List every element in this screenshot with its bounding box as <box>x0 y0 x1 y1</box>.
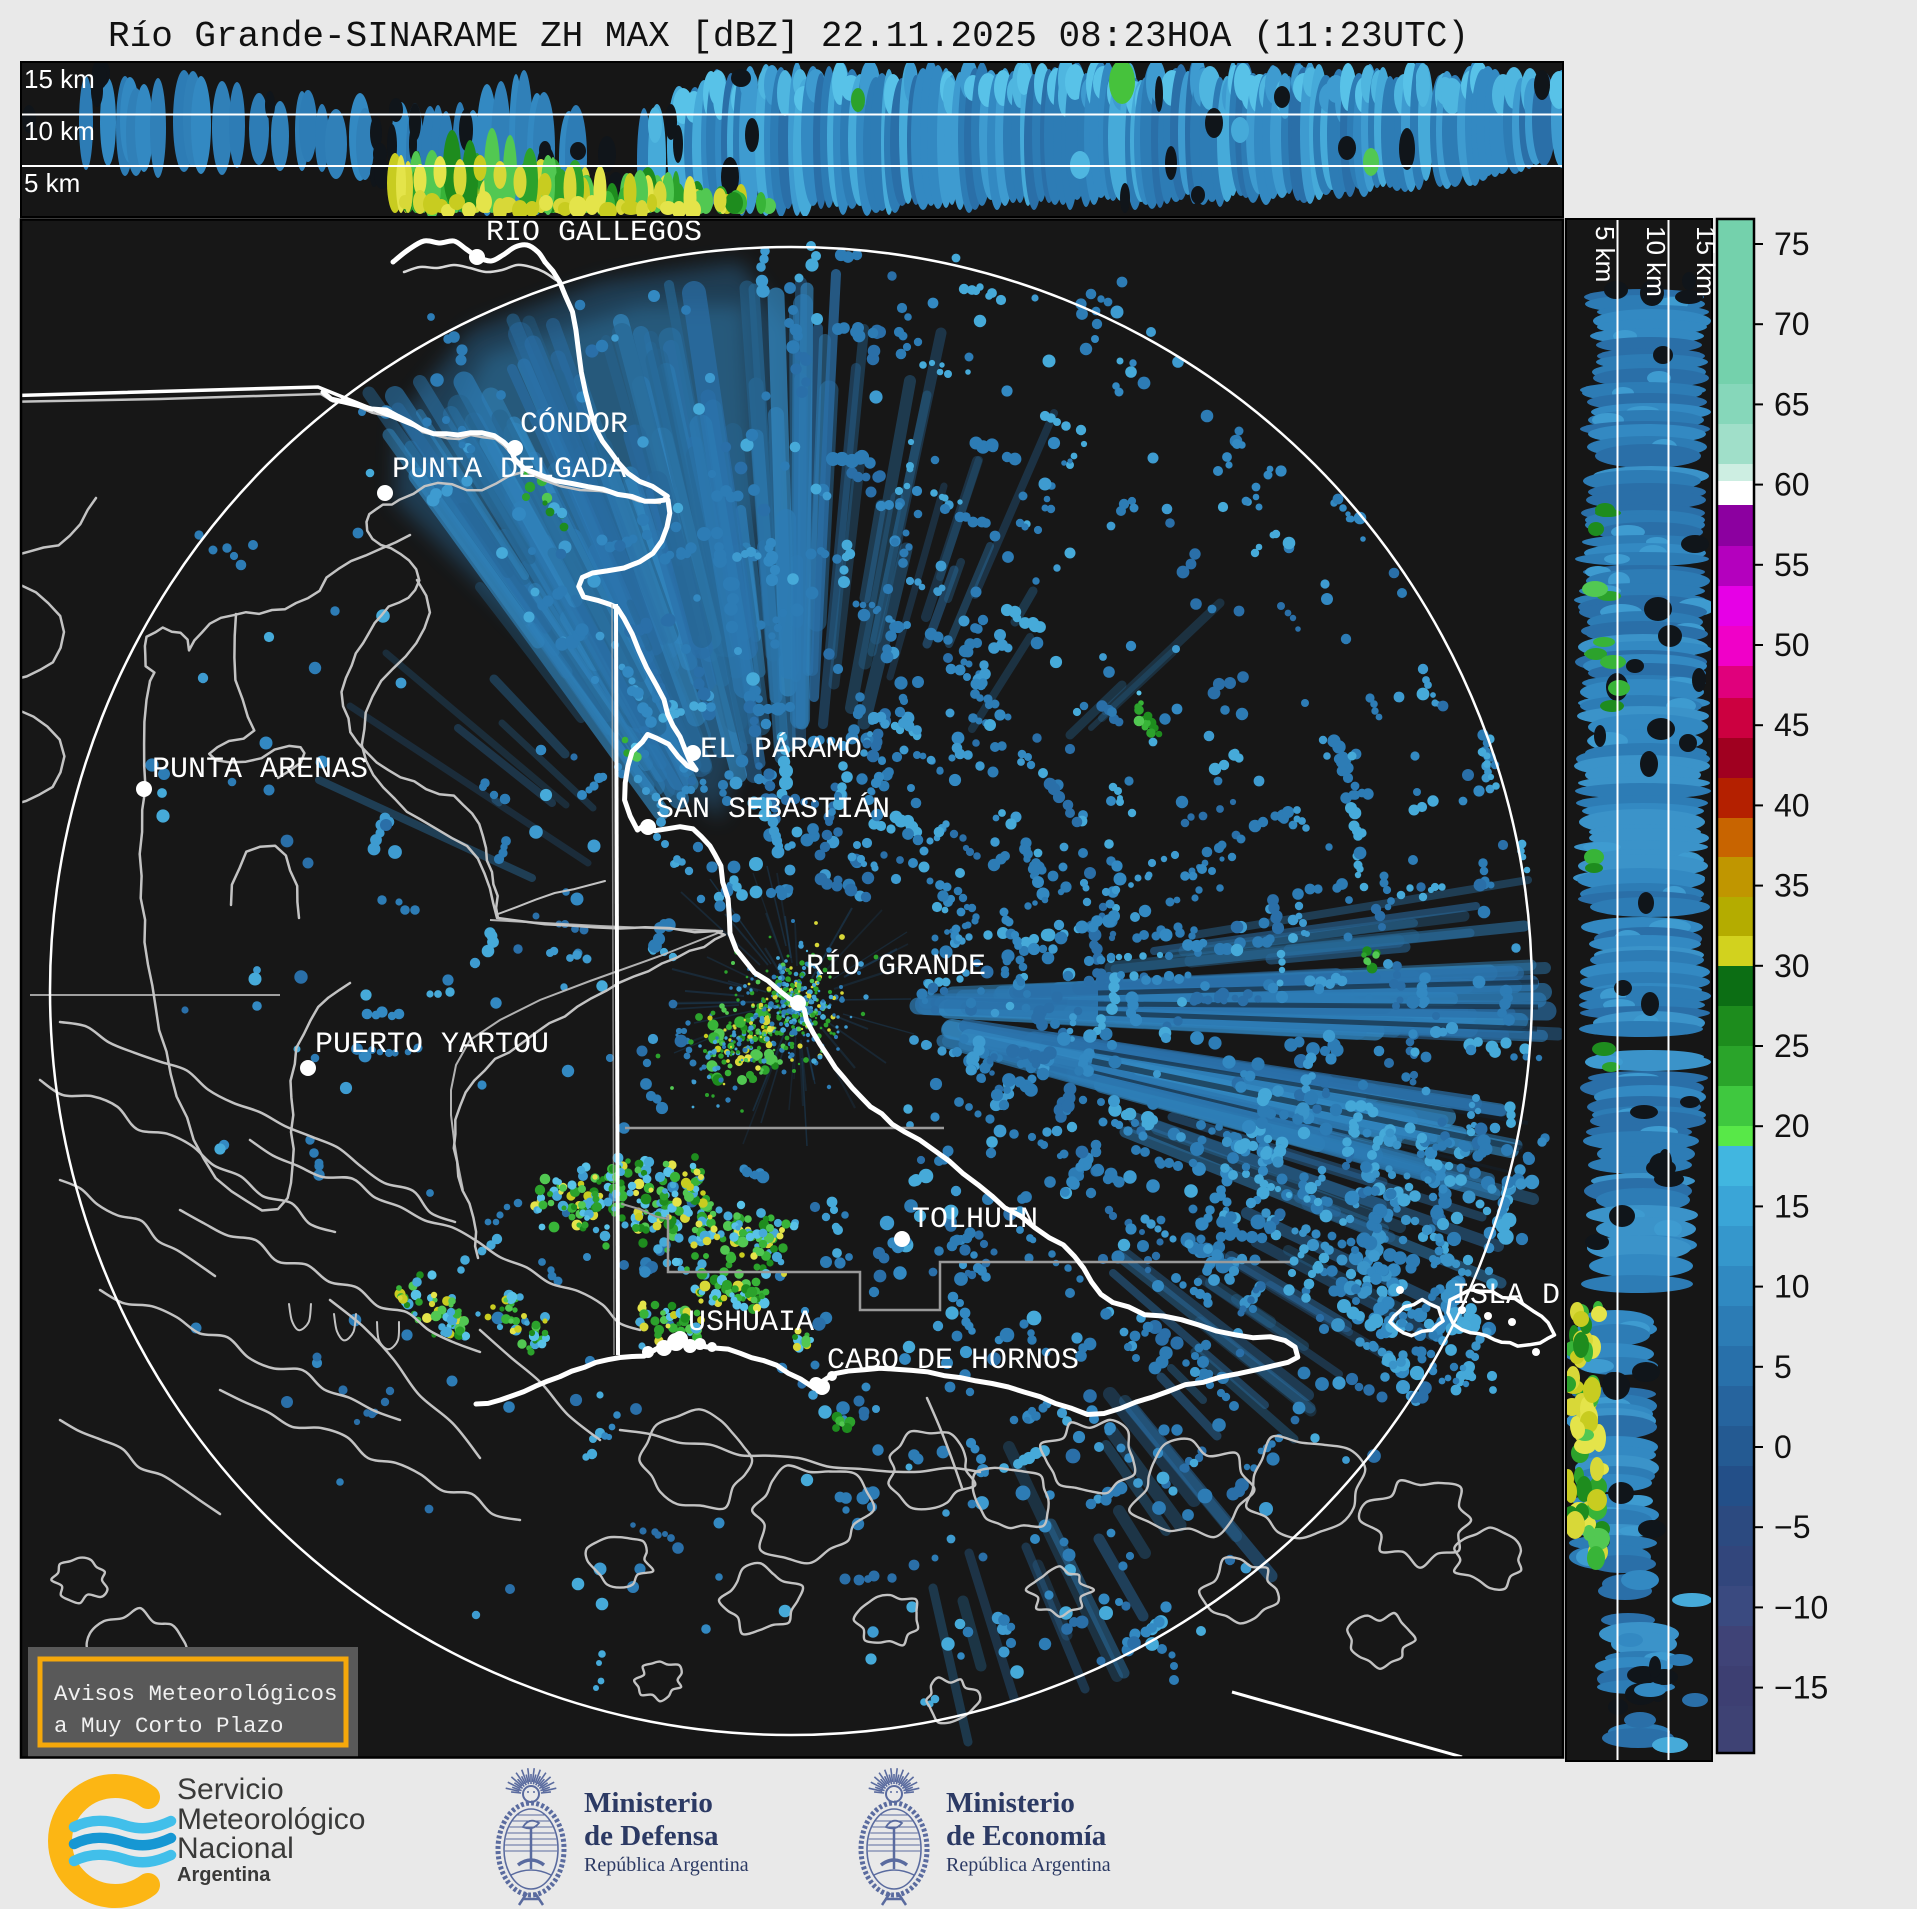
svg-text:5: 5 <box>1774 1349 1792 1385</box>
svg-text:de Economía: de Economía <box>946 1820 1107 1852</box>
svg-text:10: 10 <box>1774 1269 1810 1305</box>
svg-text:60: 60 <box>1774 467 1810 503</box>
svg-text:Avisos Meteorológicos: Avisos Meteorológicos <box>54 1681 338 1707</box>
svg-text:ISLA D: ISLA D <box>1452 1279 1560 1313</box>
svg-text:45: 45 <box>1774 707 1810 743</box>
svg-text:SAN SEBASTIÁN: SAN SEBASTIÁN <box>656 792 890 827</box>
svg-text:10 km: 10 km <box>24 116 95 146</box>
svg-text:Ministerio: Ministerio <box>584 1787 713 1819</box>
svg-text:USHUAIA: USHUAIA <box>688 1306 814 1340</box>
svg-text:65: 65 <box>1774 386 1810 422</box>
svg-text:PUERTO YARTOU: PUERTO YARTOU <box>315 1028 549 1062</box>
svg-text:República Argentina: República Argentina <box>584 1854 749 1876</box>
svg-text:−15: −15 <box>1774 1670 1828 1706</box>
svg-text:5 km: 5 km <box>24 168 80 198</box>
svg-text:de Defensa: de Defensa <box>584 1820 719 1852</box>
svg-text:−10: −10 <box>1774 1589 1828 1625</box>
svg-text:15: 15 <box>1774 1188 1810 1224</box>
svg-text:CÓNDOR: CÓNDOR <box>520 407 628 442</box>
svg-text:40: 40 <box>1774 787 1810 823</box>
svg-text:−5: −5 <box>1774 1509 1810 1545</box>
svg-text:Nacional: Nacional <box>177 1832 294 1865</box>
svg-text:RÍO GALLEGOS: RÍO GALLEGOS <box>486 215 702 250</box>
svg-text:Meteorológico: Meteorológico <box>177 1803 365 1836</box>
svg-text:República Argentina: República Argentina <box>946 1854 1111 1876</box>
svg-text:Argentina: Argentina <box>177 1864 271 1886</box>
svg-text:75: 75 <box>1774 226 1810 262</box>
svg-text:50: 50 <box>1774 627 1810 663</box>
svg-text:5 km: 5 km <box>1590 226 1620 282</box>
svg-text:PUNTA ARENAS: PUNTA ARENAS <box>152 753 368 787</box>
svg-text:Ministerio: Ministerio <box>946 1787 1075 1819</box>
svg-text:RÍO GRANDE: RÍO GRANDE <box>806 949 986 984</box>
svg-text:30: 30 <box>1774 948 1810 984</box>
svg-text:25: 25 <box>1774 1028 1810 1064</box>
svg-text:a Muy Corto Plazo: a Muy Corto Plazo <box>54 1713 284 1739</box>
svg-text:PUNTA DELGADA: PUNTA DELGADA <box>392 453 626 487</box>
svg-text:Servicio: Servicio <box>177 1773 284 1806</box>
svg-text:0: 0 <box>1774 1429 1792 1465</box>
svg-text:Río Grande-SINARAME ZH MAX [dB: Río Grande-SINARAME ZH MAX [dBZ] 22.11.2… <box>108 16 1469 57</box>
svg-text:EL PÁRAMO: EL PÁRAMO <box>700 732 862 767</box>
svg-text:35: 35 <box>1774 868 1810 904</box>
svg-text:20: 20 <box>1774 1108 1810 1144</box>
svg-text:55: 55 <box>1774 547 1810 583</box>
svg-text:CABO DE HORNOS: CABO DE HORNOS <box>827 1344 1079 1378</box>
svg-text:15 km: 15 km <box>24 64 95 94</box>
svg-text:70: 70 <box>1774 306 1810 342</box>
svg-text:TOLHUIN: TOLHUIN <box>912 1203 1038 1237</box>
svg-text:10 km: 10 km <box>1641 226 1671 297</box>
